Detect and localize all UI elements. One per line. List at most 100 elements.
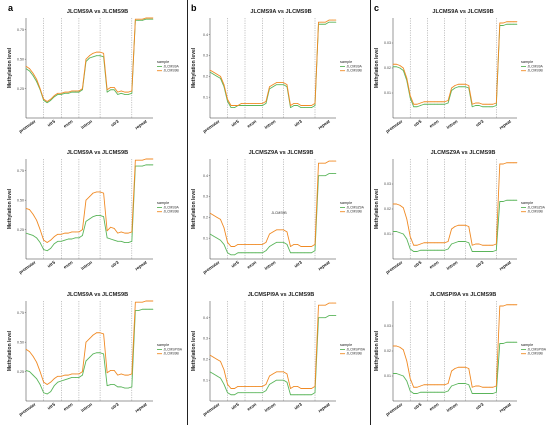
data-point [321, 162, 323, 164]
data-point [406, 218, 408, 220]
y-tick-label: 0.02 [384, 349, 391, 353]
data-point [506, 199, 508, 201]
data-point [406, 77, 408, 79]
data-point [53, 95, 55, 96]
data-point [416, 386, 418, 388]
data-point [461, 241, 463, 242]
data-point [447, 102, 449, 104]
data-point [293, 386, 295, 387]
data-point [402, 207, 404, 209]
data-point [495, 102, 497, 104]
data-point [255, 244, 256, 245]
data-point [220, 75, 221, 77]
data-point [471, 393, 473, 394]
data-point [99, 55, 101, 56]
data-point [110, 384, 112, 385]
data-point [482, 386, 483, 388]
data-point [447, 383, 449, 384]
data-point [113, 370, 115, 371]
legend-title: sample [157, 60, 169, 64]
data-point [124, 242, 126, 243]
data-point [213, 214, 214, 216]
data-point [489, 393, 490, 394]
data-point [220, 78, 221, 79]
data-point [220, 219, 221, 220]
data-point [117, 94, 119, 95]
data-point [495, 391, 497, 393]
legend-entry: JLCMSZ9A [347, 206, 365, 210]
y-tick-label: 0.50 [17, 340, 24, 344]
data-point [82, 229, 83, 230]
data-point [138, 165, 140, 167]
data-point [283, 379, 284, 381]
data-point [399, 374, 401, 376]
data-point [325, 21, 326, 23]
legend-entry: JLCMS9B [528, 352, 544, 356]
x-region-label: utr5 [230, 118, 240, 127]
data-point [468, 368, 470, 369]
data-point [458, 83, 459, 85]
data-point [64, 232, 66, 234]
data-point [255, 105, 256, 106]
data-point [120, 231, 122, 233]
data-point [290, 394, 291, 396]
chart-6: JLCMSPI9A vs JLCMS9B Methylation level 0.1… [191, 292, 366, 417]
data-point [311, 105, 312, 106]
data-point [262, 386, 263, 387]
y-tick-label: 0.25 [17, 370, 24, 374]
data-point [314, 250, 316, 252]
data-point [272, 86, 274, 88]
data-point [485, 106, 487, 108]
data-point [234, 254, 235, 256]
data-point [103, 333, 104, 335]
legend-entry: JLCMSPI9A [164, 348, 183, 352]
data-point [325, 162, 326, 164]
legend-title: sample [521, 343, 533, 347]
x-region-label: promoter [18, 119, 37, 134]
data-point [402, 349, 404, 351]
data-point [99, 352, 101, 354]
data-point [142, 20, 143, 21]
data-point [117, 374, 119, 376]
x-region-label: repeat [317, 401, 331, 413]
data-point [227, 383, 228, 385]
data-point [82, 371, 83, 372]
y-tick-label: 0.50 [17, 198, 24, 202]
data-point [492, 106, 494, 108]
data-point [36, 361, 37, 363]
series-line-JLCMSPI9A [393, 341, 517, 394]
data-point [297, 394, 298, 396]
data-point [297, 386, 298, 387]
x-region-label: promoter [385, 260, 404, 275]
data-point [71, 231, 73, 233]
data-point [286, 373, 288, 375]
data-point [152, 308, 154, 310]
legend-entry: JLCMS9B [528, 69, 544, 73]
data-point [216, 375, 218, 377]
data-point [475, 243, 477, 245]
data-point [437, 249, 439, 251]
data-point [416, 393, 418, 394]
data-point [516, 162, 518, 164]
data-point [409, 248, 411, 250]
data-point [468, 226, 470, 227]
data-point [427, 103, 428, 105]
y-tick-label: 0.02 [384, 66, 391, 70]
data-point [64, 92, 66, 94]
data-point [451, 228, 452, 230]
data-point [314, 244, 316, 245]
data-point [332, 160, 333, 162]
x-region-label: utr5 [413, 401, 423, 410]
data-point [328, 19, 330, 21]
y-tick-label: 0.2 [203, 75, 208, 79]
data-point [265, 250, 267, 252]
data-point [241, 244, 242, 245]
data-point [99, 332, 101, 334]
data-point [399, 67, 401, 69]
data-point [244, 244, 246, 245]
data-point [227, 98, 228, 100]
data-point [32, 355, 34, 357]
data-point [110, 238, 112, 240]
data-point [110, 370, 112, 371]
data-point [283, 371, 284, 373]
